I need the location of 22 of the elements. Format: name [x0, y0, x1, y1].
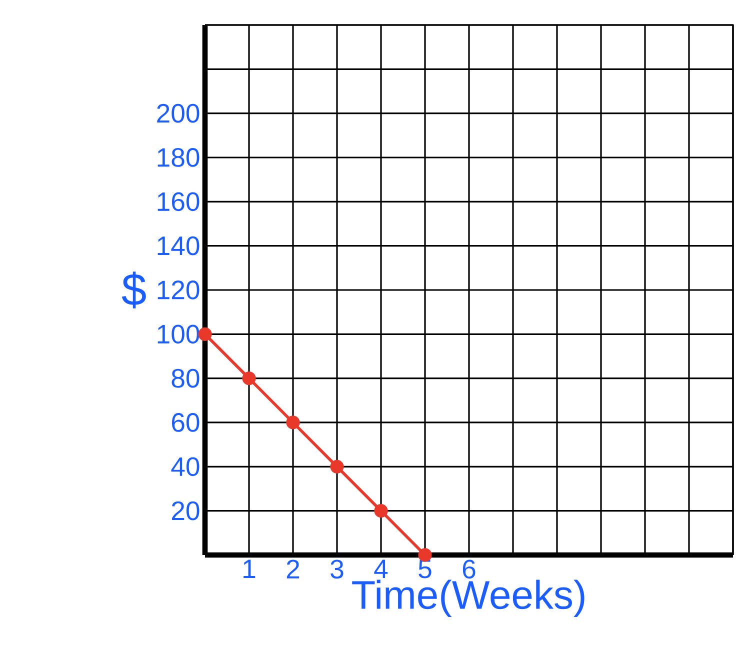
x-tick-label: 2	[286, 560, 300, 578]
x-tick-label: 4	[374, 560, 388, 578]
x-tick-label: 1	[244, 560, 256, 578]
point	[242, 372, 256, 386]
y-tick-label: 200	[157, 104, 200, 123]
y-tick-label: 80	[172, 368, 200, 388]
point	[374, 504, 388, 518]
y-tick-label: 160	[158, 192, 200, 212]
y-tick-label: 20	[172, 501, 200, 520]
x-axis-title: Time(Weeks)	[352, 580, 584, 617]
point	[198, 327, 212, 341]
x-tick-label: 3	[330, 560, 344, 579]
y-tick-label: 180	[158, 148, 200, 167]
point	[286, 416, 300, 430]
y-tick-label: 100	[158, 324, 200, 344]
y-tick-label: 140	[158, 236, 200, 256]
y-tick-label: 60	[172, 413, 200, 432]
y-tick-label: 40	[171, 457, 200, 476]
y-axis-title: $	[122, 272, 146, 308]
x-tick-label: 6	[462, 560, 476, 579]
y-tick-label: 120	[158, 280, 200, 300]
point	[330, 460, 344, 474]
